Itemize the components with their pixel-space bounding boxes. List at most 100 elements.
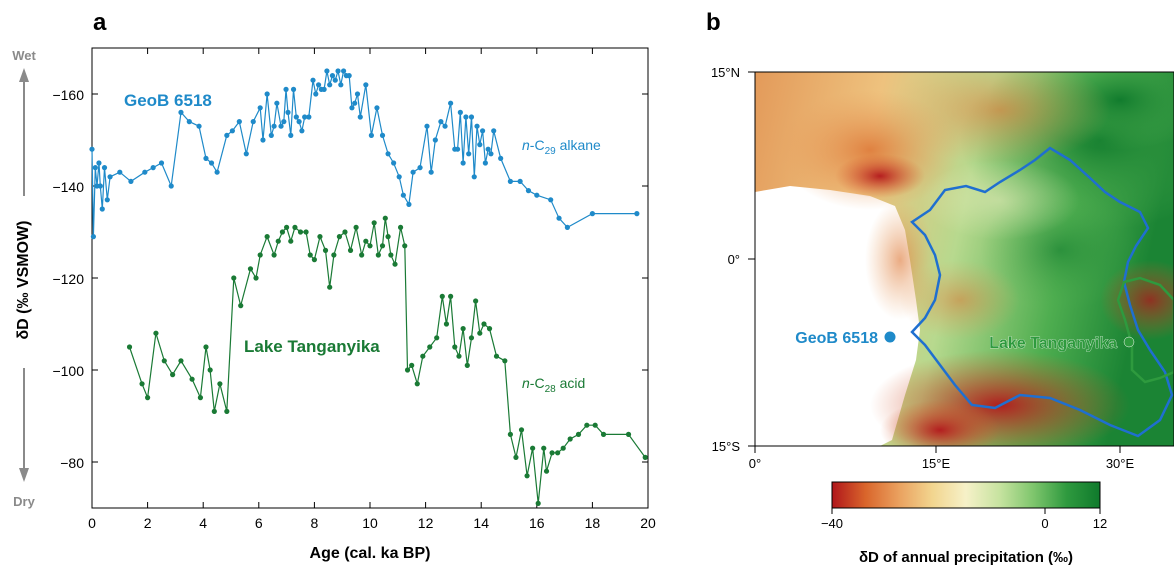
alkane-data-point (589, 211, 596, 217)
alkane-data-point (634, 211, 640, 217)
acid-data-point (543, 468, 550, 474)
acid-data-point (317, 234, 323, 240)
acid-data-point (253, 275, 259, 281)
acid-data-point (279, 229, 286, 235)
alkane-data-point (203, 155, 209, 161)
acid-data-point (524, 473, 530, 479)
acid-data-point (456, 353, 462, 359)
alkane-data-point (229, 128, 235, 134)
alkane-data-point (379, 132, 386, 138)
acid-data-point (359, 252, 365, 258)
alkane-data-point (257, 105, 263, 111)
x-axis-title: Age (cal. ka BP) (310, 545, 431, 562)
alkane-data-point (285, 109, 291, 115)
acid-data-point (560, 445, 566, 451)
acid-data-point (464, 362, 470, 368)
acid-data-point (513, 454, 519, 460)
lon-label-15e: 15°E (922, 456, 951, 471)
axis-ticks (91, 48, 649, 508)
acid-data-point (211, 408, 217, 414)
acid-data-point (388, 252, 394, 258)
alkane-data-point (346, 73, 352, 79)
acid-data-point (371, 220, 377, 226)
lat-label-equator: 0° (728, 252, 740, 267)
acid-data-point (139, 381, 145, 387)
alkane-data-point (477, 142, 483, 148)
x-tick-label: 18 (585, 515, 601, 531)
x-tick-label: 16 (529, 515, 545, 531)
alkane-data-point (99, 206, 105, 212)
alkane-data-point (525, 188, 532, 194)
geob-site-label: GeoB 6518 (795, 330, 878, 347)
alkane-data-point (329, 73, 336, 79)
acid-data-point (541, 445, 547, 451)
alkane-data-point (391, 160, 397, 166)
acid-data-point (392, 261, 398, 267)
panel-b-map: 15°N 0° 15°S 0° 15°E 30°E GeoB 6518 Lake… (711, 65, 1174, 566)
alkane-data-point (363, 82, 369, 88)
acid-data-point (311, 257, 317, 263)
acid-data-point (297, 229, 304, 235)
acid-data-point (468, 335, 475, 341)
tanganyika-catchment-outline (1116, 276, 1174, 384)
colorbar-tick-label: 0 (1041, 516, 1048, 531)
alkane-data-point (260, 137, 266, 143)
acid-data-point (397, 224, 404, 230)
acid-data-point (331, 252, 337, 258)
acid-data-point (584, 422, 590, 428)
acid-data-point (535, 500, 541, 506)
dry-label: Dry (13, 494, 35, 509)
acid-data-point (363, 238, 369, 244)
alkane-data-point (548, 197, 554, 203)
acid-data-point (257, 252, 263, 258)
acid-data-point (409, 362, 415, 368)
panel-a-label: a (93, 9, 107, 36)
lat-label-south: 15°S (712, 439, 741, 454)
alkane-data-point (498, 155, 504, 161)
alkane-data-point (534, 192, 540, 198)
acid-data-point (473, 298, 479, 304)
tanganyika-series-title: Lake Tanganyika (244, 337, 380, 356)
colorbar-tick-label: −40 (821, 516, 843, 531)
x-tick-label: 14 (473, 515, 489, 531)
acid-series-line (128, 218, 646, 504)
acid-data-point (327, 284, 333, 290)
alkane-data-point (243, 151, 249, 157)
x-tick-label: 2 (144, 515, 152, 531)
series-layer (89, 68, 648, 506)
alkane-data-point (410, 169, 416, 175)
panel-b-label: b (706, 9, 721, 36)
lon-label-0: 0° (749, 456, 761, 471)
acid-data-point (217, 381, 223, 387)
alkane-data-point (268, 132, 274, 138)
alkane-data-point (406, 201, 412, 207)
alkane-data-point (97, 183, 103, 189)
alkane-data-point (507, 178, 513, 184)
alkane-data-point (96, 160, 102, 166)
acid-data-point (336, 234, 343, 240)
acid-data-point (502, 358, 508, 364)
acid-data-point (288, 238, 294, 244)
alkane-data-point (400, 192, 406, 198)
alkane-data-point (485, 146, 491, 152)
panel-a-chart: −160 −140 −120 −100 −80 0 2 4 6 8 10 12 … (12, 47, 656, 562)
acid-data-point (434, 335, 440, 341)
alkane-data-point (321, 86, 327, 92)
alkane-data-point (424, 123, 430, 129)
alkane-data-point (306, 114, 312, 120)
acid-data-point (264, 234, 270, 240)
alkane-data-point (457, 109, 463, 115)
acid-data-point (292, 224, 298, 230)
alkane-data-point (488, 151, 494, 157)
x-tick-label: 8 (311, 515, 319, 531)
alkane-data-point (556, 215, 562, 221)
acid-data-point (567, 436, 573, 442)
alkane-data-point (517, 178, 523, 184)
alkane-data-point (264, 91, 270, 97)
alkane-data-point (466, 151, 472, 157)
x-tick-label: 6 (255, 515, 263, 531)
acid-data-point (600, 431, 607, 437)
acid-data-point (353, 224, 359, 230)
acid-data-point (477, 330, 483, 336)
